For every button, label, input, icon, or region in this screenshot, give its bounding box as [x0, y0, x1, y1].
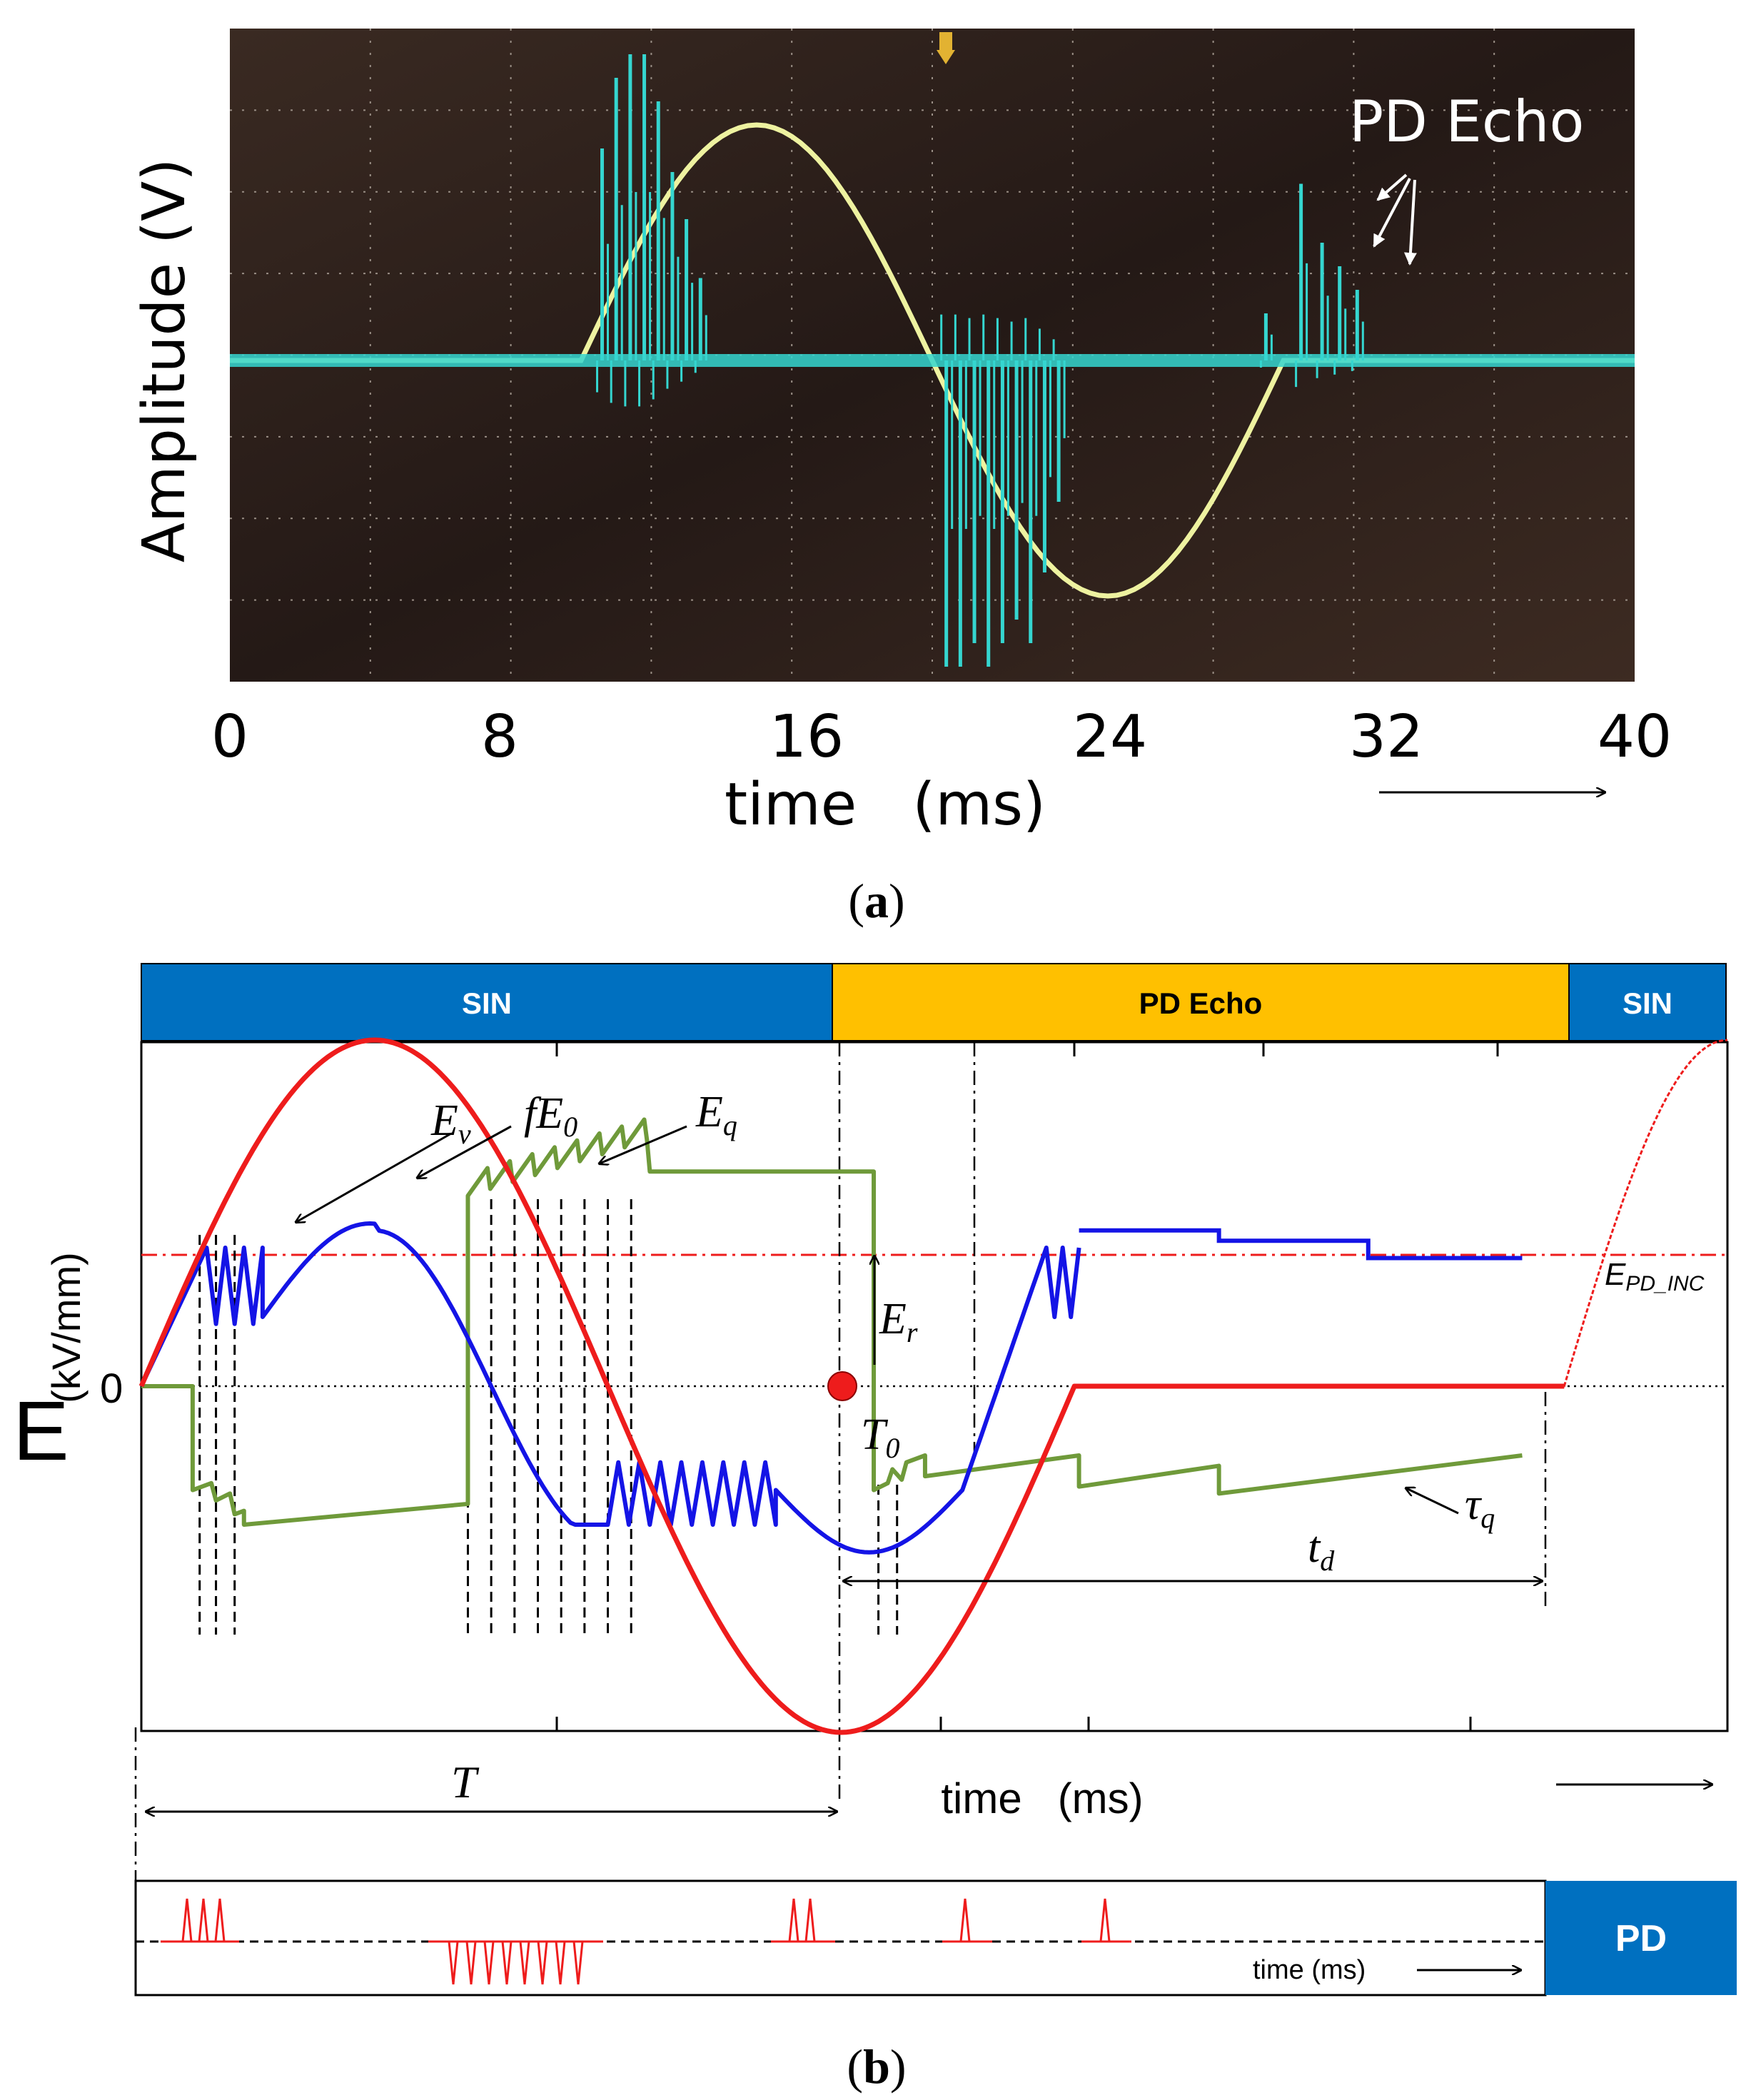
label-tauq: τq [1465, 1480, 1495, 1534]
label-eq: Eq [695, 1088, 737, 1141]
panel-a-xlabel: time (ms) [725, 771, 1046, 839]
pd-pulse-negative [519, 1941, 530, 1985]
pd-pulse-negative [483, 1941, 495, 1985]
label-eq-main: E [695, 1088, 723, 1136]
label-eq-sub: q [723, 1109, 737, 1141]
pd-strip-frame [134, 1879, 1547, 1996]
t0-marker [827, 1371, 857, 1401]
panel-b-ylabel-E: E [13, 1384, 69, 1478]
label-tauq-sub: q [1480, 1502, 1495, 1534]
label-epd-inc: EPD_INC [1605, 1257, 1705, 1296]
pd-pulse-negative [537, 1941, 548, 1985]
label-t0-sub: 0 [885, 1432, 899, 1464]
label-ev: Ev [430, 1096, 471, 1150]
label-t0: T0 [861, 1410, 899, 1464]
trigger-marker-icon [937, 32, 955, 64]
e-applied-curve-red [138, 1037, 1565, 1735]
pd-pulse-positive [181, 1898, 193, 1942]
panel-a-xtick: 8 [481, 703, 518, 771]
pd-pulse-negative [572, 1941, 584, 1985]
label-fe0-main: fE [524, 1089, 563, 1138]
pd-box-label: PD [1615, 1918, 1667, 1959]
e-applied-curve-red-sin [1563, 1039, 1728, 1388]
caption-a-close: ) [889, 874, 905, 928]
band-label-sin-2: SIN [1623, 986, 1672, 1020]
label-td: td [1308, 1523, 1335, 1577]
label-er-main: E [879, 1295, 907, 1343]
pd-pulse-negative [448, 1941, 459, 1985]
pd-strip-time-label: time (ms) [1253, 1955, 1366, 1985]
label-er: Er [879, 1295, 918, 1348]
label-ev-sub: v [458, 1118, 471, 1150]
ev-curve-blue [139, 1221, 1081, 1555]
pd-event-dashed-lines [198, 1199, 899, 1635]
caption-b-open: ( [847, 2039, 863, 2094]
label-td-sub: d [1320, 1545, 1335, 1577]
band-pd-echo [832, 963, 1570, 1041]
label-td-main: t [1308, 1523, 1321, 1572]
pd-pulse-positive [198, 1898, 209, 1942]
caption-b-close: ) [890, 2039, 907, 2094]
panel-a-xticks: 0 8 16 24 32 40 [211, 703, 1672, 771]
panel-a-xtick: 32 [1349, 703, 1423, 771]
band-sin-2 [1568, 963, 1727, 1041]
panel-a: PD Echo Amplitude (V) 0 8 16 24 32 40 time (m… [131, 29, 1672, 928]
label-fe0-sub: 0 [563, 1111, 577, 1143]
label-t0-main: T [861, 1410, 889, 1459]
panel-b-caption: (b) [847, 2039, 906, 2094]
pd-pulse-negative [465, 1941, 477, 1985]
label-er-sub: r [907, 1316, 918, 1348]
label-period-T: T [451, 1757, 480, 1807]
panel-b-xlabel: time (ms) [941, 1775, 1143, 1822]
math-labels: Ev fE0 Eq Er T0 τq td EPD_INC T [430, 1088, 1705, 1807]
panel-a-xtick: 40 [1598, 703, 1672, 771]
caption-a-letter: a [864, 874, 889, 928]
caption-b-letter: b [863, 2039, 890, 2094]
label-fe0: fE0 [524, 1089, 577, 1143]
band-label-sin-1: SIN [462, 986, 512, 1020]
label-epd-sub: PD_INC [1625, 1272, 1704, 1296]
pd-pulse-positive [959, 1898, 971, 1942]
band-label-pd-echo: PD Echo [1139, 986, 1263, 1020]
pd-echo-arrows-icon [1373, 173, 1417, 266]
panel-a-xtick: 24 [1073, 703, 1147, 771]
pd-pulse-negative [555, 1941, 566, 1985]
pd-pulse-positive [1099, 1898, 1111, 1942]
vertical-dashdot-lines [134, 1042, 1547, 1884]
pd-strip-pulses [161, 1898, 1131, 1985]
panel-a-caption: (a) [848, 874, 904, 928]
pd-pulse-positive [214, 1898, 226, 1942]
annotation-arrows [146, 1125, 1712, 1812]
pd-pulse-negative [501, 1941, 513, 1985]
cyan-pd-spikes [596, 54, 1364, 667]
caption-a-open: ( [848, 874, 864, 928]
ev-curve-blue-echo [1079, 1228, 1523, 1261]
pd-pulse-positive [804, 1898, 816, 1942]
eq-curve-green [141, 1117, 1523, 1527]
panel-a-xtick: 16 [769, 703, 844, 771]
band-sin-1 [141, 963, 833, 1041]
label-ev-main: E [430, 1096, 458, 1145]
panel-b-frame-ticks [555, 1042, 1499, 1731]
pd-pulse-positive [788, 1898, 799, 1942]
panel-b: SIN PD Echo SIN E (kV/mm) 0 [13, 963, 1737, 2094]
label-epd-main: E [1605, 1257, 1626, 1292]
panel-a-ylabel: Amplitude (V) [131, 158, 198, 562]
panel-a-xtick: 0 [211, 703, 248, 771]
zero-tick-label: 0 [100, 1365, 123, 1412]
pd-box [1545, 1881, 1737, 1995]
panel-b-ylabel-units: (kV/mm) [44, 1252, 89, 1403]
pd-echo-annotation: PD Echo [1349, 89, 1584, 155]
label-tauq-main: τ [1465, 1480, 1483, 1529]
